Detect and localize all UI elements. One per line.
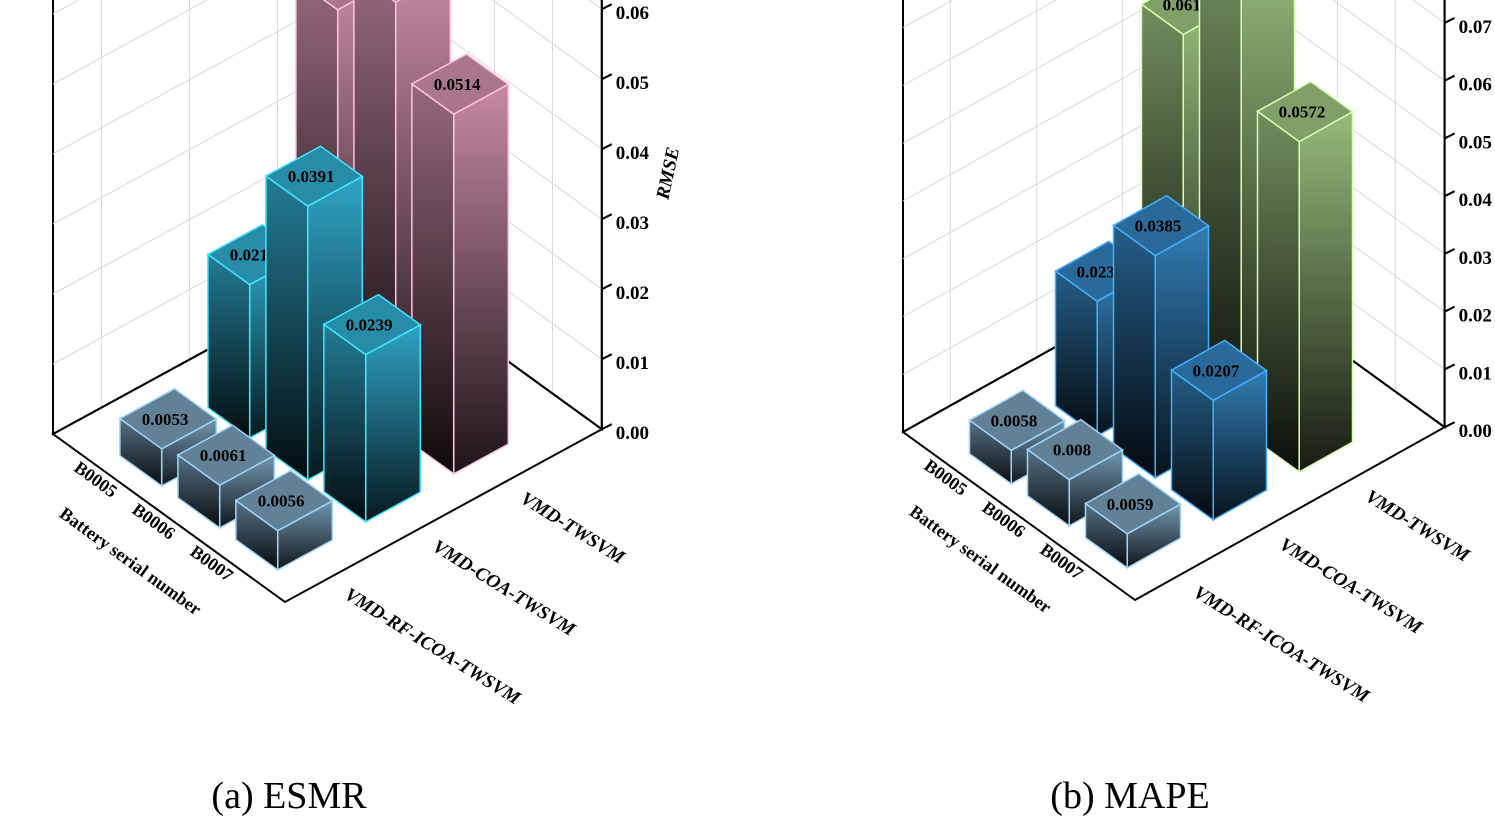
bar: 0.0514 [410,53,510,476]
z-axis: 0.000.010.020.030.040.050.060.070.08MAPE [1444,17,1493,442]
bar: 0.008 [1026,418,1124,528]
z-tick-label: 0.01 [616,353,649,374]
z-axis: 0.000.010.020.030.040.050.060.07RMSE [601,3,684,444]
bars: 0.06120.07780.02330.03850.00580.05720.00… [968,0,1354,570]
series-label: VMD-RF-ICOA-TWSVM [1190,582,1374,708]
series-label: VMD-RF-ICOA-TWSVM [341,584,525,710]
value-label: 0.0219 [230,246,277,265]
panel-rmse: 0.000.010.020.030.040.050.060.07RMSEB000… [51,0,684,817]
z-tick-label: 0.00 [616,423,649,444]
bars: 0.05430.06140.02190.03910.00530.05140.00… [118,0,510,572]
value-label: 0.0233 [1077,262,1124,281]
z-tick-label: 0.06 [616,3,649,24]
z-tick-label: 0.07 [1459,17,1493,38]
x-axis-label: Battery serial number [906,501,1055,617]
panel-caption: (b) MAPE [1050,775,1209,817]
z-tick-label: 0.03 [1459,248,1492,269]
z-tick-label: 0.03 [616,213,649,234]
value-label: 0.0385 [1135,217,1182,236]
value-label: 0.0514 [434,75,481,94]
series-label: VMD-TWSVM [1362,486,1474,567]
value-label: 0.0207 [1193,361,1240,380]
value-label: 0.0061 [200,446,247,465]
value-label: 0.0053 [142,410,189,429]
z-tick-label: 0.05 [1459,132,1492,153]
bar: 0.0207 [1170,339,1268,522]
bar: 0.0061 [176,424,276,530]
z-tick-label: 0.02 [1459,306,1492,327]
z-tick-label: 0.00 [1459,421,1492,442]
x-axis-label: Battery serial number [56,503,205,619]
value-label: 0.0572 [1279,103,1326,122]
series-label: VMD-COA-TWSVM [429,536,580,641]
bar: 0.0053 [118,387,218,488]
bar: 0.0572 [1256,80,1354,474]
value-label: 0.0059 [1107,495,1154,514]
panel-mape: 0.000.010.020.030.040.050.060.070.08MAPE… [901,0,1493,817]
z-axis-label: RMSE [652,145,684,202]
z-tick-label: 0.06 [1459,75,1492,96]
series-label: VMD-TWSVM [517,488,629,569]
value-label: 0.008 [1053,441,1091,460]
z-tick-label: 0.04 [1459,190,1493,211]
series-label: VMD-COA-TWSVM [1276,534,1427,639]
value-label: 0.0056 [258,492,305,511]
bar: 0.0059 [1084,472,1182,570]
value-label: 0.0239 [346,316,393,335]
z-tick-label: 0.04 [616,143,650,164]
bar: 0.0056 [234,469,334,572]
value-label: 0.0612 [1163,0,1210,14]
z-tick-label: 0.02 [616,283,649,304]
panel-caption: (a) ESMR [211,775,367,817]
value-label: 0.0391 [288,167,335,186]
bar: 0.0239 [322,293,422,524]
value-label: 0.0058 [991,411,1038,430]
z-tick-label: 0.05 [616,73,649,94]
z-tick-label: 0.01 [1459,363,1492,384]
